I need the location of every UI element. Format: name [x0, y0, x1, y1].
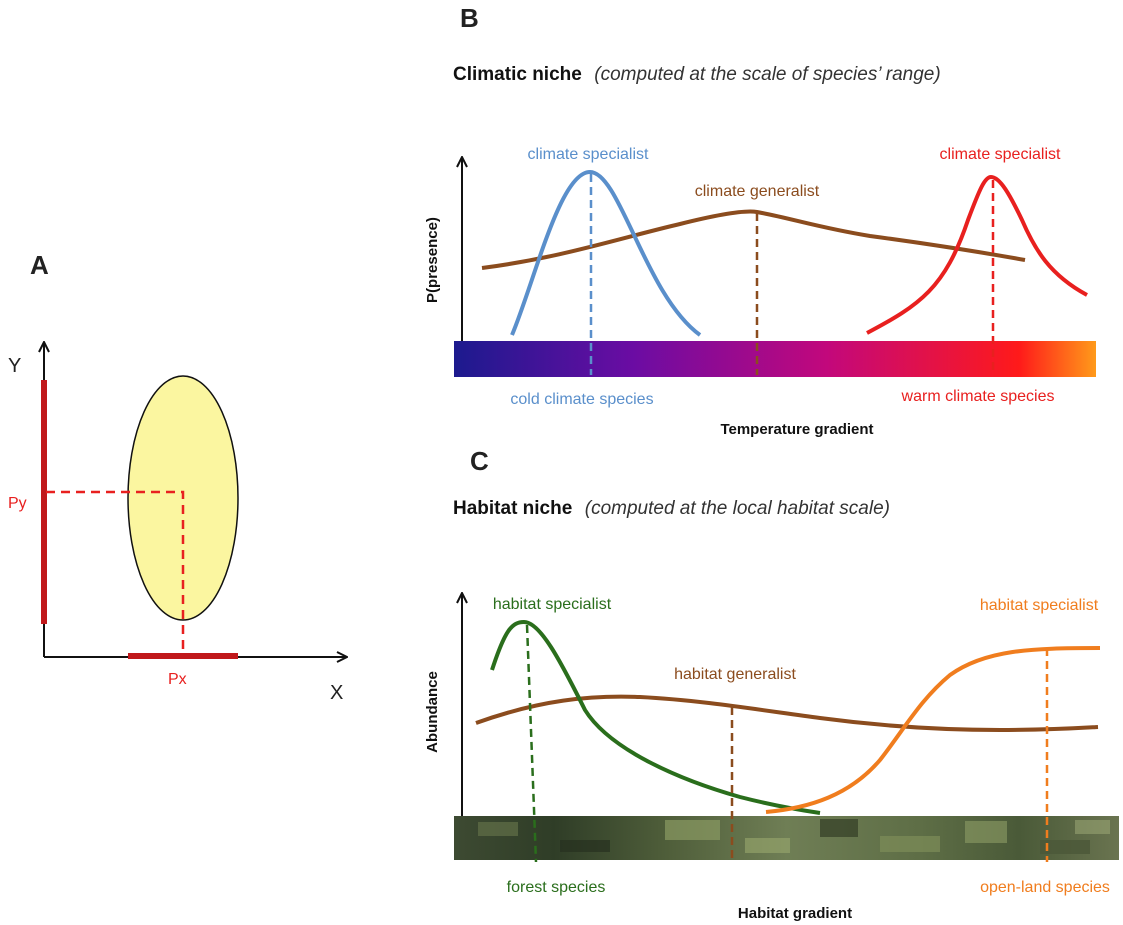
habitat-generalist-label: habitat generalist [674, 666, 796, 683]
generalist-label: climate generalist [695, 183, 820, 200]
panel-b-title-italic: (computed at the scale of species’ range… [594, 64, 940, 85]
panel-b-letter: B [460, 3, 479, 33]
panel-c-y-label: Abundance [424, 671, 441, 753]
panel-c-title-bold: Habitat niche [453, 498, 572, 519]
panel-a: A Y X Py Px [8, 250, 346, 704]
panel-b: B Climatic niche (computed at the scale … [424, 3, 1096, 438]
panel-a-x-label: X [330, 682, 343, 704]
temperature-gradient-bar [454, 341, 1096, 377]
warm-specialist-label: climate specialist [940, 146, 1061, 163]
optimum-guide [46, 490, 185, 653]
cold-specialist-curve [510, 169, 702, 337]
forest-specialist-label: habitat specialist [493, 596, 612, 613]
cold-specialist-label: climate specialist [528, 146, 649, 163]
panel-c-x-label: Habitat gradient [738, 905, 852, 922]
forest-species-label: forest species [507, 879, 606, 896]
forest-specialist-curve [490, 619, 821, 815]
warm-species-label: warm climate species [901, 388, 1055, 405]
panel-b-title: Climatic niche (computed at the scale of… [453, 64, 941, 85]
openland-specialist-label: habitat specialist [980, 597, 1099, 614]
panel-b-x-label: Temperature gradient [720, 421, 873, 438]
openland-specialist-curve [765, 646, 1101, 814]
forest-optimum-line [525, 624, 538, 863]
panel-c-title-italic: (computed at the local habitat scale) [585, 498, 890, 519]
panel-c: C Habitat niche (computed at the local h… [424, 446, 1119, 922]
openland-species-label: open-land species [980, 879, 1110, 896]
warm-specialist-curve [866, 174, 1088, 335]
panel-a-y-label: Y [8, 355, 21, 377]
cold-species-label: cold climate species [510, 391, 653, 408]
panel-b-title-bold: Climatic niche [453, 64, 582, 85]
habitat-gradient-bar [454, 816, 1119, 860]
panel-a-letter: A [30, 250, 49, 280]
panel-b-y-label: P(presence) [424, 217, 441, 303]
climate-generalist-curve [481, 209, 1026, 270]
px-label: Px [168, 671, 187, 688]
habitat-generalist-curve [475, 694, 1099, 733]
panel-c-letter: C [470, 446, 489, 476]
py-label: Py [8, 495, 27, 512]
panel-c-title: Habitat niche (computed at the local hab… [453, 498, 890, 519]
